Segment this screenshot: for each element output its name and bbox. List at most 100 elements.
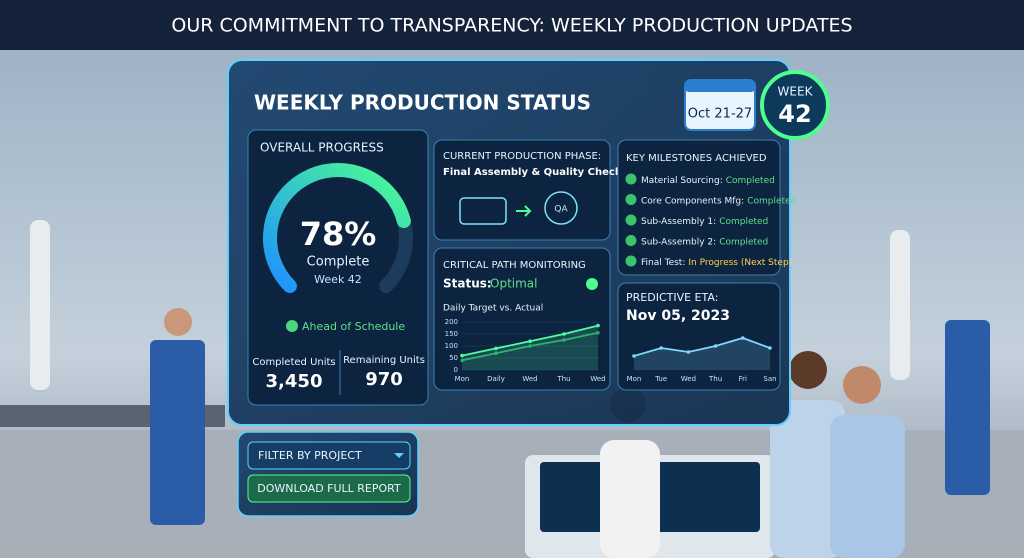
badge-icon xyxy=(286,320,298,332)
header-bar xyxy=(0,0,1024,50)
completed-label: Completed Units xyxy=(252,357,335,368)
line xyxy=(633,337,771,357)
schedule-badge: Ahead of Schedule xyxy=(302,320,405,333)
qa-seal xyxy=(544,191,578,225)
point xyxy=(562,332,566,336)
date-range: Oct 21-27 xyxy=(688,107,752,122)
worker xyxy=(150,340,205,525)
area xyxy=(462,325,598,370)
y-tick-label: 200 xyxy=(445,318,458,326)
phase-card xyxy=(433,139,611,241)
milestone-status: Completed xyxy=(726,176,775,186)
phase-name: Final Assembly & Quality Check xyxy=(443,167,622,178)
download-button-label[interactable]: DOWNLOAD FULL REPORT xyxy=(257,482,401,495)
header-title: OUR COMMITMENT TO TRANSPARENCY: WEEKLY P… xyxy=(171,15,852,37)
point xyxy=(460,358,464,363)
person xyxy=(600,440,660,558)
milestone-label: Material Sourcing: xyxy=(641,176,723,186)
remaining-units: 970 xyxy=(365,369,403,390)
eta-title: PREDICTIVE ETA: xyxy=(626,291,718,304)
point xyxy=(713,344,718,348)
point xyxy=(686,350,691,354)
eta-date: Nov 05, 2023 xyxy=(626,308,730,324)
critical-title: CRITICAL PATH MONITORING xyxy=(443,260,586,271)
point xyxy=(659,346,663,350)
check-icon xyxy=(625,194,637,205)
progress-title: OVERALL PROGRESS xyxy=(260,141,384,155)
calendar-top xyxy=(685,80,755,92)
x-tick-label: Fri xyxy=(739,375,747,383)
x-tick-label: Wed xyxy=(522,375,537,383)
milestones-title: KEY MILESTONES ACHIEVED xyxy=(626,153,767,164)
progress-card xyxy=(247,129,429,406)
x-tick-label: Wed xyxy=(681,375,696,383)
progress-status: Complete xyxy=(307,255,370,270)
critical-status-label: Status: xyxy=(443,277,492,291)
x-tick-label: Tue xyxy=(654,375,667,383)
milestone-status: Completed xyxy=(719,237,768,247)
x-tick-label: Mon xyxy=(455,375,470,383)
milestone: Core Components Mfg: Completed xyxy=(641,196,796,206)
qa-label: QA xyxy=(554,205,568,215)
y-tick-label: 100 xyxy=(445,342,458,350)
x-tick-label: San xyxy=(763,375,776,383)
milestone-status: Completed xyxy=(747,196,796,206)
y-tick-label: 0 xyxy=(454,366,458,374)
assembly-icon xyxy=(459,197,507,225)
point xyxy=(596,323,600,328)
filter-button[interactable]: FILTER BY PROJECT xyxy=(247,441,411,470)
gauge-fill xyxy=(263,163,411,294)
milestone: Sub-Assembly 2: Completed xyxy=(641,237,768,247)
critical-card xyxy=(433,247,611,391)
check-icon xyxy=(625,173,637,185)
x-tick-label: Mon xyxy=(627,375,642,383)
progress-value: 78% xyxy=(300,215,377,253)
x-tick-label: Thu xyxy=(708,375,722,383)
person xyxy=(770,400,845,558)
check-icon xyxy=(625,235,637,246)
milestone-label: Sub-Assembly 2: xyxy=(641,237,716,247)
x-tick-label: Thu xyxy=(556,375,570,383)
download-button[interactable]: DOWNLOAD FULL REPORT xyxy=(247,474,411,503)
point xyxy=(528,339,532,344)
week-number: 42 xyxy=(778,100,811,128)
remaining-label: Remaining Units xyxy=(343,355,425,366)
week-label: WEEK xyxy=(778,85,814,99)
point xyxy=(562,338,566,342)
critical-status: Optimal xyxy=(490,277,537,291)
point xyxy=(494,351,498,356)
eta-card xyxy=(617,282,781,391)
completed-units: 3,450 xyxy=(266,371,323,392)
filter-button-label[interactable]: FILTER BY PROJECT xyxy=(258,449,362,462)
status-light xyxy=(586,278,598,290)
panel-title: WEEKLY PRODUCTION STATUS xyxy=(254,91,591,115)
milestone: Sub-Assembly 1: Completed xyxy=(641,217,768,227)
filter-button-bg[interactable] xyxy=(247,441,411,470)
area xyxy=(634,338,770,370)
person-head xyxy=(789,351,827,389)
check-icon xyxy=(625,214,637,226)
check-icon xyxy=(625,255,637,267)
dropdown-caret[interactable] xyxy=(394,453,404,458)
milestone-status: Completed xyxy=(719,217,768,227)
point xyxy=(741,336,745,340)
y-tick-label: 50 xyxy=(449,354,458,362)
point xyxy=(768,346,772,350)
progress-week: Week 42 xyxy=(314,273,362,286)
point xyxy=(528,344,532,348)
y-tick-label: 150 xyxy=(445,330,458,338)
worker xyxy=(945,320,990,495)
point xyxy=(596,331,600,335)
milestone-label: Core Components Mfg: xyxy=(641,196,744,206)
person-head xyxy=(843,366,881,404)
milestone-status: In Progress (Next Step) xyxy=(688,258,792,268)
x-tick-label: Wed xyxy=(590,375,605,383)
person xyxy=(830,415,905,558)
chart-title: Daily Target vs. Actual xyxy=(443,304,543,314)
arrow-icon xyxy=(516,205,532,217)
milestone-label: Final Test: xyxy=(641,258,685,268)
download-button-bg[interactable] xyxy=(247,474,411,503)
worker-head xyxy=(164,308,192,336)
